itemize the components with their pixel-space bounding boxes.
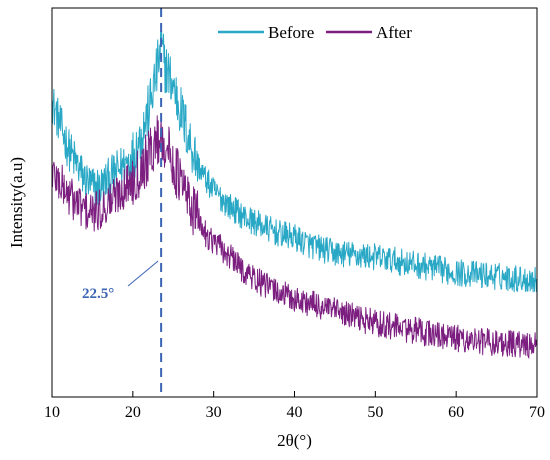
legend-label-before: Before bbox=[268, 23, 314, 42]
legend: Before After bbox=[218, 23, 412, 42]
x-tick-label: 70 bbox=[529, 404, 545, 421]
x-axis-title: 2θ(°) bbox=[277, 431, 312, 450]
x-tick-label: 30 bbox=[206, 404, 222, 421]
x-axis-ticks: 10 20 30 40 50 60 70 bbox=[44, 391, 545, 421]
annotation-label: 22.5° bbox=[82, 286, 114, 302]
x-tick-label: 10 bbox=[44, 404, 60, 421]
x-tick-label: 20 bbox=[125, 404, 141, 421]
series-layer bbox=[51, 30, 538, 359]
x-tick-label: 50 bbox=[367, 404, 383, 421]
plot-frame bbox=[51, 7, 538, 398]
annotation-pointer-line bbox=[127, 260, 159, 287]
legend-label-after: After bbox=[376, 23, 412, 42]
x-tick-label: 40 bbox=[287, 404, 303, 421]
x-tick-label: 60 bbox=[448, 404, 464, 421]
series-line-before bbox=[51, 30, 538, 293]
series-line-after bbox=[51, 115, 538, 359]
y-axis-title: Intensity(a.u) bbox=[7, 157, 26, 248]
